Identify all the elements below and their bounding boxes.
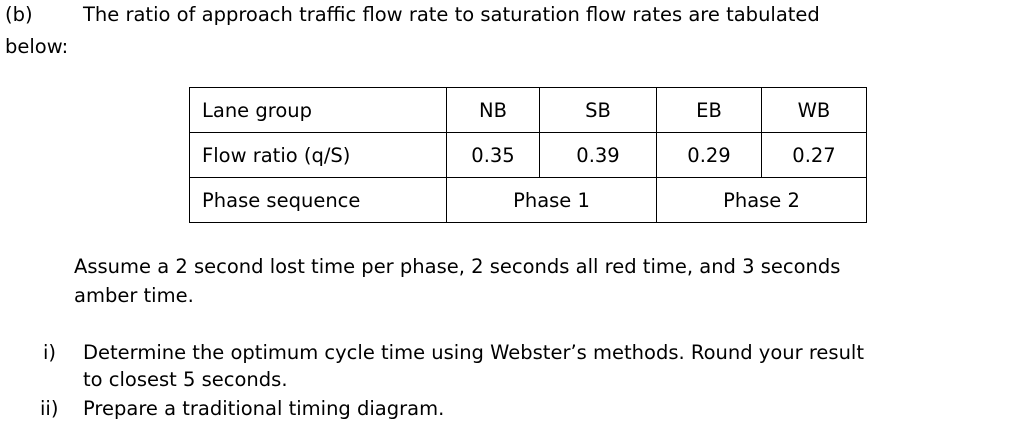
intro-text: The ratio of approach traffic flow rate … — [83, 3, 820, 26]
table-cell: Phase 2 — [656, 177, 867, 223]
header-cell: EB — [656, 87, 762, 133]
header-cell: SB — [539, 87, 657, 133]
task-marker: i) — [43, 341, 57, 364]
part-label: (b) — [5, 3, 33, 26]
header-cell: NB — [446, 87, 540, 133]
task-text: Prepare a traditional timing diagram. — [83, 397, 445, 420]
table-cell: 0.29 — [656, 132, 762, 178]
row-label: Phase sequence — [189, 177, 447, 223]
table-header-row: Lane group NB SB EB WB — [189, 87, 867, 133]
task-text: Determine the optimum cycle time using W… — [83, 341, 864, 364]
table-cell: 0.27 — [761, 132, 867, 178]
row-label: Flow ratio (q/S) — [189, 132, 447, 178]
assumption-text-cont: amber time. — [74, 284, 194, 307]
flow-ratio-table: Lane group NB SB EB WB Flow ratio (q/S) … — [189, 87, 867, 223]
table-row: Phase sequence Phase 1 Phase 2 — [189, 177, 867, 223]
task-text-cont: to closest 5 seconds. — [83, 368, 288, 391]
header-cell: WB — [761, 87, 867, 133]
task-marker: ii) — [40, 397, 59, 420]
table-cell: Phase 1 — [446, 177, 657, 223]
table-cell: 0.35 — [446, 132, 540, 178]
table-cell: 0.39 — [539, 132, 657, 178]
header-cell: Lane group — [189, 87, 447, 133]
table-row: Flow ratio (q/S) 0.35 0.39 0.29 0.27 — [189, 132, 867, 178]
intro-text-cont: below: — [5, 35, 69, 58]
assumption-text: Assume a 2 second lost time per phase, 2… — [74, 255, 841, 278]
